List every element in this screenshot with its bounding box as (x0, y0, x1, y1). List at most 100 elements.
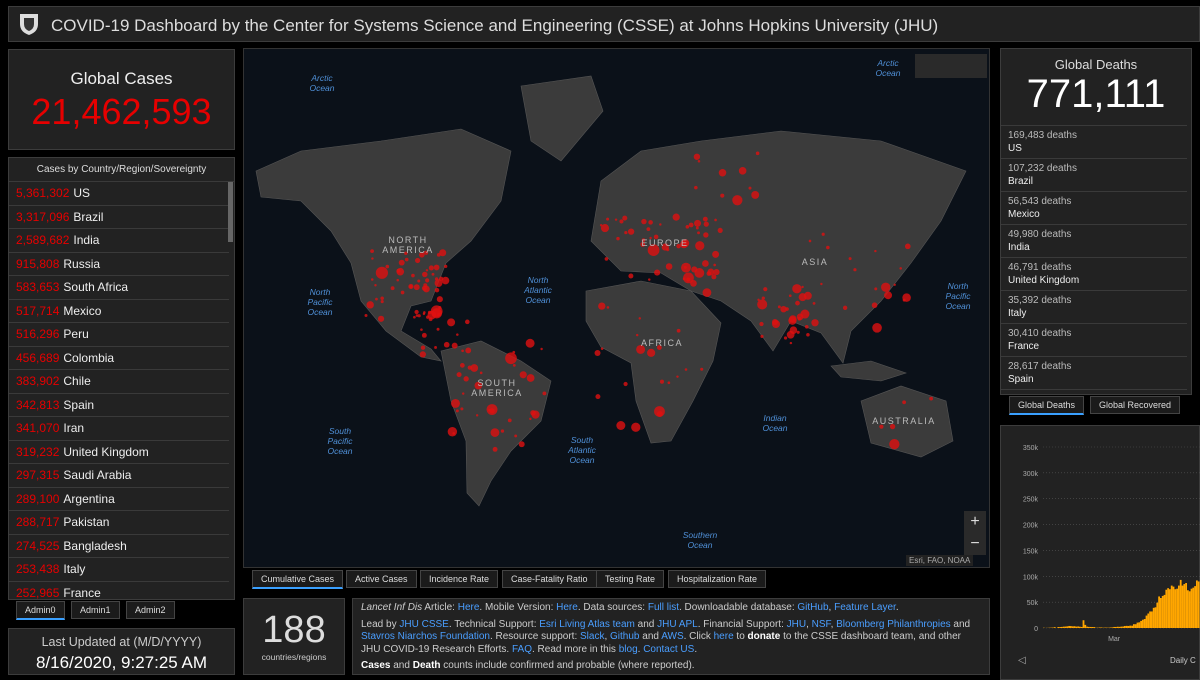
info-paragraph: Lead by JHU CSSE. Technical Support: Esr… (361, 619, 981, 657)
case-dot (653, 234, 659, 240)
country-row[interactable]: 3,317,096 Brazil (9, 206, 229, 229)
tab[interactable]: Hospitalization Rate (668, 570, 767, 588)
bar (1071, 626, 1074, 628)
bar (1154, 607, 1157, 628)
bar (1079, 626, 1081, 628)
info-link[interactable]: Here (556, 602, 578, 613)
country-row[interactable]: 516,296 Peru (9, 323, 229, 347)
land (830, 360, 907, 382)
death-row[interactable]: 107,232 deaths Brazil (1001, 159, 1187, 192)
case-dot (417, 279, 421, 283)
y-tick-label: 0 (1034, 626, 1038, 633)
country-row[interactable]: 583,653 South Africa (9, 276, 229, 300)
info-link[interactable]: JHU CSSE (399, 618, 449, 630)
death-row[interactable]: 49,980 deaths India (1001, 225, 1187, 258)
country-row[interactable]: 915,808 Russia (9, 253, 229, 276)
country-row[interactable]: 341,070 Iran (9, 417, 229, 441)
case-dot (812, 302, 816, 305)
info-link[interactable]: Feature Layer (834, 602, 896, 613)
case-dot (451, 398, 460, 408)
info-link[interactable]: Here (457, 602, 480, 613)
death-row[interactable]: 28,617 deaths Spain (1001, 357, 1187, 390)
info-link[interactable]: FAQ (511, 643, 532, 655)
tab[interactable]: Admin1 (71, 601, 120, 619)
case-dot (425, 278, 430, 283)
bar (1134, 624, 1137, 628)
country-row[interactable]: 517,714 Mexico (9, 300, 229, 323)
death-row[interactable]: 169,483 deaths US (1001, 126, 1187, 159)
case-dot (702, 288, 712, 297)
info-link[interactable]: Stavros Niarchos Foundation (361, 631, 490, 642)
case-dot (423, 285, 430, 293)
chart-panel: ◁ Daily C 0 50k 100k 150k 200k 250k 300k 350k Ma… (1000, 425, 1200, 680)
country-row[interactable]: 297,315 Saudi Arabia (9, 464, 229, 488)
tab[interactable]: Testing Rate (596, 570, 665, 588)
info-link[interactable]: Bloomberg Philanthropies (836, 618, 951, 630)
bar (1140, 620, 1142, 628)
case-dot (396, 278, 400, 282)
tab[interactable]: Incidence Rate (420, 570, 499, 588)
case-dot (390, 286, 395, 291)
case-count: 253,438 (16, 562, 60, 576)
info-link[interactable]: JHU APL (657, 618, 698, 630)
country-row[interactable]: 288,717 Pakistan (9, 511, 229, 535)
country-row[interactable]: 456,689 Colombia (9, 347, 229, 370)
y-tick-label: 50k (1027, 600, 1039, 607)
info-link[interactable]: AWS (661, 631, 684, 642)
info-link[interactable]: Esri Living Atlas team (539, 618, 635, 630)
death-row[interactable]: 30,410 deaths France (1001, 324, 1187, 357)
country-row[interactable]: 2,589,682 India (9, 229, 229, 253)
info-link[interactable]: here (713, 631, 734, 642)
death-count: 56,543 deaths (1008, 196, 1072, 207)
info-link[interactable]: JHU (786, 618, 807, 630)
info-link[interactable]: Slack (580, 631, 605, 642)
country-row[interactable]: 5,361,302 US (9, 182, 229, 206)
zoom-in[interactable]: + (970, 513, 980, 530)
info-link[interactable]: Full list (647, 602, 679, 613)
country-row[interactable]: 319,232 United Kingdom (9, 441, 229, 464)
info-link[interactable]: Contact US (643, 643, 695, 655)
case-dot (492, 446, 498, 452)
bar (1161, 595, 1164, 628)
country-name: France (1008, 341, 1040, 352)
info-link[interactable]: Github (610, 631, 640, 642)
case-dot (434, 287, 440, 293)
bar (1088, 626, 1090, 628)
tab[interactable]: Case-Fatality Ratio (502, 570, 597, 588)
info-link[interactable]: GitHub (797, 602, 829, 613)
case-dot (519, 371, 527, 379)
tab[interactable]: Active Cases (346, 570, 417, 588)
country-row[interactable]: 252,965 France (9, 582, 229, 600)
case-dot (783, 336, 788, 340)
case-dot (380, 300, 384, 304)
global-cases-panel: Global Cases 21,462,593 (8, 49, 235, 150)
country-row[interactable]: 289,100 Argentina (9, 488, 229, 511)
tab[interactable]: Global Recovered (1090, 396, 1181, 414)
zoom-out[interactable]: − (970, 535, 980, 552)
tab[interactable]: Admin2 (126, 601, 175, 619)
death-row[interactable]: 46,791 deaths United Kingdom (1001, 258, 1187, 291)
case-dot (422, 271, 428, 278)
country-row[interactable]: 253,438 Italy (9, 558, 229, 582)
country-row[interactable]: 342,813 Spain (9, 394, 229, 417)
case-dot (423, 283, 428, 288)
country-row[interactable]: 274,525 Bangladesh (9, 535, 229, 558)
info-link[interactable]: blog (618, 643, 638, 655)
case-dot (419, 251, 425, 258)
global-cases-title: Global Cases (70, 69, 173, 88)
tab[interactable]: Global Deaths (1009, 396, 1085, 415)
map-toolbar[interactable] (915, 54, 987, 78)
tab[interactable]: Admin0 (16, 601, 65, 620)
country-row[interactable]: 383,902 Chile (9, 370, 229, 394)
death-row[interactable]: 56,543 deaths Mexico (1001, 192, 1187, 225)
case-dot (738, 167, 747, 175)
case-dot (638, 317, 641, 320)
death-row[interactable]: 35,392 deaths Italy (1001, 291, 1187, 324)
info-link[interactable]: NSF (811, 618, 831, 630)
map-label: North Pacific Ocean (945, 281, 971, 311)
case-dot (661, 243, 669, 251)
tab[interactable]: Cumulative Cases (252, 570, 344, 589)
back-arrow[interactable]: ◁ (1018, 655, 1026, 666)
case-dot (826, 245, 830, 250)
case-dot (798, 293, 807, 302)
